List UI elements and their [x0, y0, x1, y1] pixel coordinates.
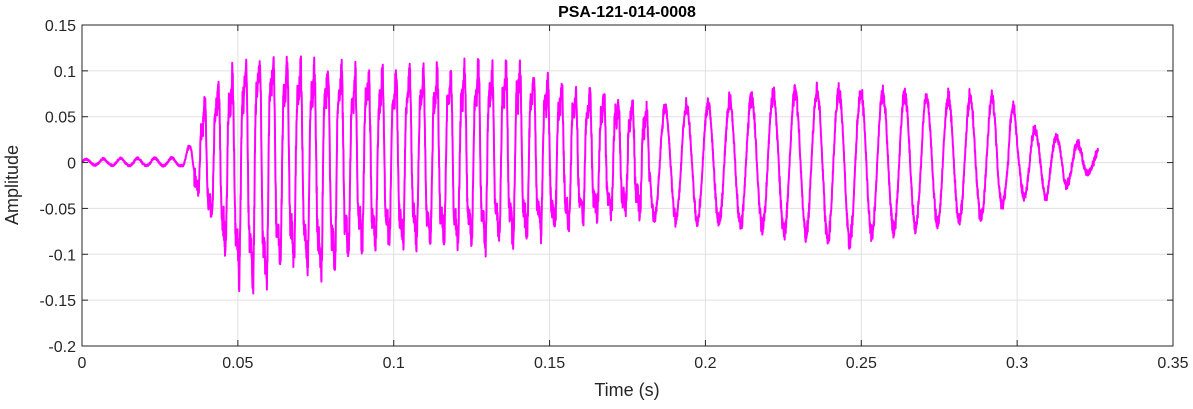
- x-tick-label: 0.2: [694, 355, 716, 372]
- series-line-waveform: [81, 55, 1099, 295]
- chart-title: PSA-121-014-0008: [558, 4, 696, 21]
- x-axis-label: Time (s): [594, 380, 659, 400]
- x-tick-label: 0: [78, 355, 87, 372]
- y-axis: -0.2 -0.15 -0.1 -0.05 0 0.05 0.1 0.15: [40, 18, 1173, 356]
- y-tick-label: 0.05: [45, 110, 76, 127]
- y-tick-label: -0.1: [48, 247, 76, 264]
- x-tick-label: 0.15: [534, 355, 565, 372]
- y-tick-label: -0.15: [40, 293, 77, 310]
- x-tick-label: 0.25: [846, 355, 877, 372]
- y-tick-label: -0.2: [48, 339, 76, 356]
- x-tick-label: 0.1: [383, 355, 405, 372]
- x-axis: 0 0.05 0.1 0.15 0.2 0.25 0.3 0.35: [78, 25, 1189, 372]
- x-tick-label: 0.05: [222, 355, 253, 372]
- x-tick-label: 0.35: [1157, 355, 1188, 372]
- plot-frame: [81, 24, 1174, 347]
- y-tick-label: 0.15: [45, 18, 76, 35]
- x-tick-label: 0.3: [1006, 355, 1028, 372]
- y-tick-label: -0.05: [40, 201, 77, 218]
- y-axis-label: Amplitude: [2, 145, 22, 225]
- y-tick-label: 0: [67, 156, 76, 173]
- series-layer: [81, 55, 1099, 295]
- y-tick-label: 0.1: [54, 64, 76, 81]
